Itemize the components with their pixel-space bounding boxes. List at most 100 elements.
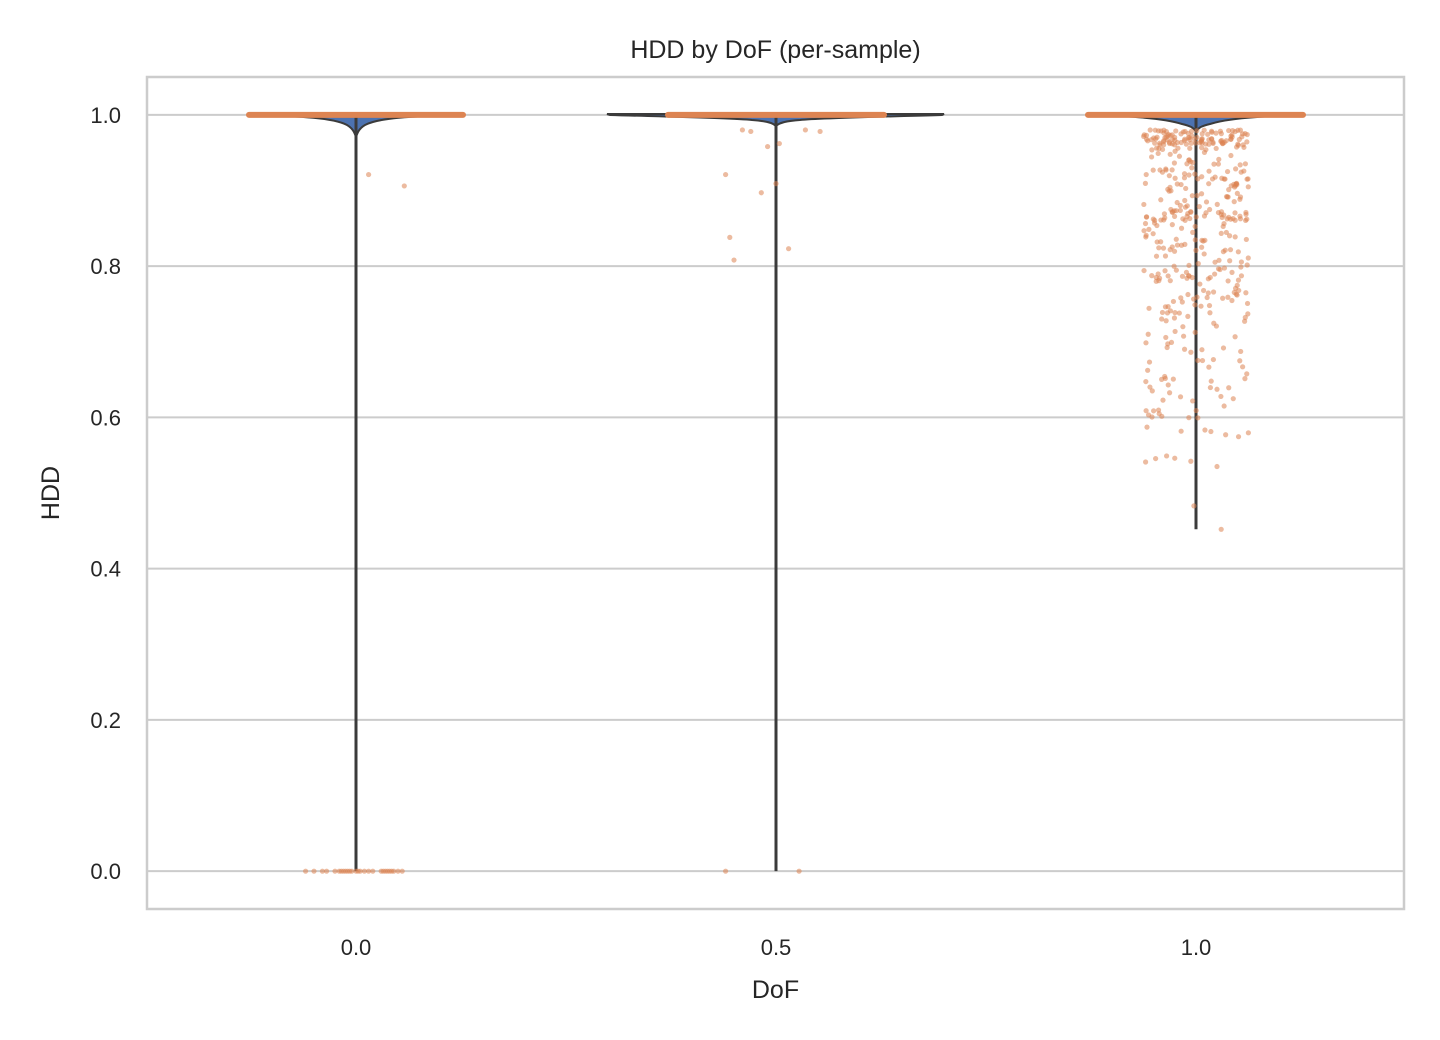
data-point bbox=[1197, 140, 1203, 146]
data-point bbox=[1244, 300, 1251, 307]
data-point bbox=[1235, 142, 1241, 148]
data-point bbox=[1199, 244, 1205, 250]
y-tick-label: 1.0 bbox=[90, 103, 121, 128]
x-tick-label: 0.5 bbox=[761, 935, 792, 960]
data-point bbox=[1186, 157, 1192, 163]
data-point bbox=[802, 127, 809, 133]
data-point bbox=[1171, 142, 1178, 148]
data-point bbox=[1181, 346, 1188, 352]
data-point bbox=[1217, 266, 1223, 273]
data-point bbox=[1242, 161, 1248, 167]
data-point bbox=[1230, 396, 1236, 402]
data-point bbox=[1192, 171, 1198, 177]
data-point bbox=[1189, 165, 1195, 171]
data-point bbox=[1162, 373, 1168, 380]
data-point bbox=[1199, 347, 1205, 353]
data-point bbox=[1231, 199, 1237, 205]
data-point bbox=[1149, 147, 1155, 153]
data-point bbox=[1241, 168, 1247, 174]
chart-title: HDD by DoF (per-sample) bbox=[630, 36, 920, 64]
data-point bbox=[1232, 334, 1238, 340]
data-point bbox=[1203, 199, 1210, 205]
data-point bbox=[1179, 273, 1186, 279]
data-point bbox=[773, 181, 779, 187]
data-point bbox=[1220, 295, 1226, 301]
data-point bbox=[1185, 313, 1191, 319]
data-point bbox=[1182, 217, 1188, 223]
data-point bbox=[1171, 263, 1177, 269]
data-point bbox=[1188, 128, 1195, 134]
data-point bbox=[1143, 340, 1149, 346]
data-point bbox=[1163, 318, 1169, 324]
data-point bbox=[1207, 384, 1214, 391]
data-point bbox=[1221, 403, 1227, 409]
data-point bbox=[786, 246, 792, 252]
data-point bbox=[1237, 127, 1243, 133]
data-point bbox=[1146, 359, 1153, 365]
violin-group-0.0 bbox=[246, 111, 466, 874]
data-point bbox=[1173, 208, 1179, 214]
data-point bbox=[1206, 168, 1212, 174]
data-point bbox=[1222, 247, 1228, 253]
data-point bbox=[1201, 149, 1208, 155]
data-point bbox=[1191, 503, 1197, 509]
data-point bbox=[1145, 367, 1151, 373]
data-point bbox=[1193, 214, 1199, 220]
data-point bbox=[1190, 229, 1196, 235]
data-point bbox=[1225, 294, 1231, 300]
data-point bbox=[1144, 424, 1150, 430]
data-point bbox=[1240, 142, 1246, 148]
data-point bbox=[366, 171, 372, 178]
data-point bbox=[1208, 128, 1215, 134]
data-point bbox=[1219, 214, 1225, 221]
plot-frame bbox=[145, 75, 1406, 911]
data-point bbox=[1172, 148, 1178, 154]
data-point bbox=[1166, 390, 1173, 396]
data-point bbox=[1186, 172, 1192, 178]
data-point bbox=[1218, 393, 1224, 400]
data-point bbox=[401, 183, 407, 189]
data-point bbox=[1149, 273, 1155, 279]
data-point bbox=[1143, 232, 1149, 238]
data-point bbox=[731, 257, 737, 263]
data-point bbox=[1197, 281, 1203, 287]
data-point bbox=[1188, 209, 1194, 215]
data-point bbox=[1159, 146, 1166, 153]
axes: 0.0 0.2 0.4 0.6 0.8 1.0 0.0 0.5 1.0 bbox=[90, 103, 1211, 960]
x-tick-label: 0.0 bbox=[341, 935, 372, 960]
data-point bbox=[1171, 160, 1177, 166]
data-point bbox=[1141, 201, 1147, 208]
data-point bbox=[1244, 262, 1250, 268]
data-point bbox=[1225, 278, 1231, 284]
data-point bbox=[1153, 455, 1159, 462]
data-point bbox=[1243, 217, 1249, 224]
data-point bbox=[1194, 128, 1200, 134]
data-point bbox=[1167, 151, 1173, 157]
data-point bbox=[1174, 242, 1181, 248]
data-point bbox=[1156, 245, 1162, 251]
data-point bbox=[1180, 333, 1187, 339]
data-point bbox=[1147, 127, 1153, 133]
data-point bbox=[1224, 168, 1231, 175]
data-point bbox=[1159, 309, 1166, 316]
data-point bbox=[1223, 194, 1230, 200]
data-point bbox=[1212, 271, 1218, 277]
data-point bbox=[1168, 339, 1175, 346]
data-point bbox=[1143, 408, 1149, 414]
data-point bbox=[319, 868, 325, 874]
data-point bbox=[1226, 187, 1232, 193]
data-point bbox=[1210, 140, 1216, 147]
data-point bbox=[1161, 138, 1167, 144]
data-point bbox=[1183, 185, 1189, 192]
data-point bbox=[1220, 223, 1226, 230]
data-point bbox=[1195, 176, 1201, 182]
data-point bbox=[1229, 269, 1235, 275]
data-point bbox=[1245, 184, 1251, 190]
data-point bbox=[1176, 310, 1182, 316]
y-tick-label: 0.4 bbox=[90, 557, 121, 582]
data-point bbox=[1163, 334, 1169, 341]
data-point bbox=[1142, 220, 1149, 227]
data-point bbox=[1174, 181, 1180, 187]
data-point bbox=[776, 140, 782, 147]
